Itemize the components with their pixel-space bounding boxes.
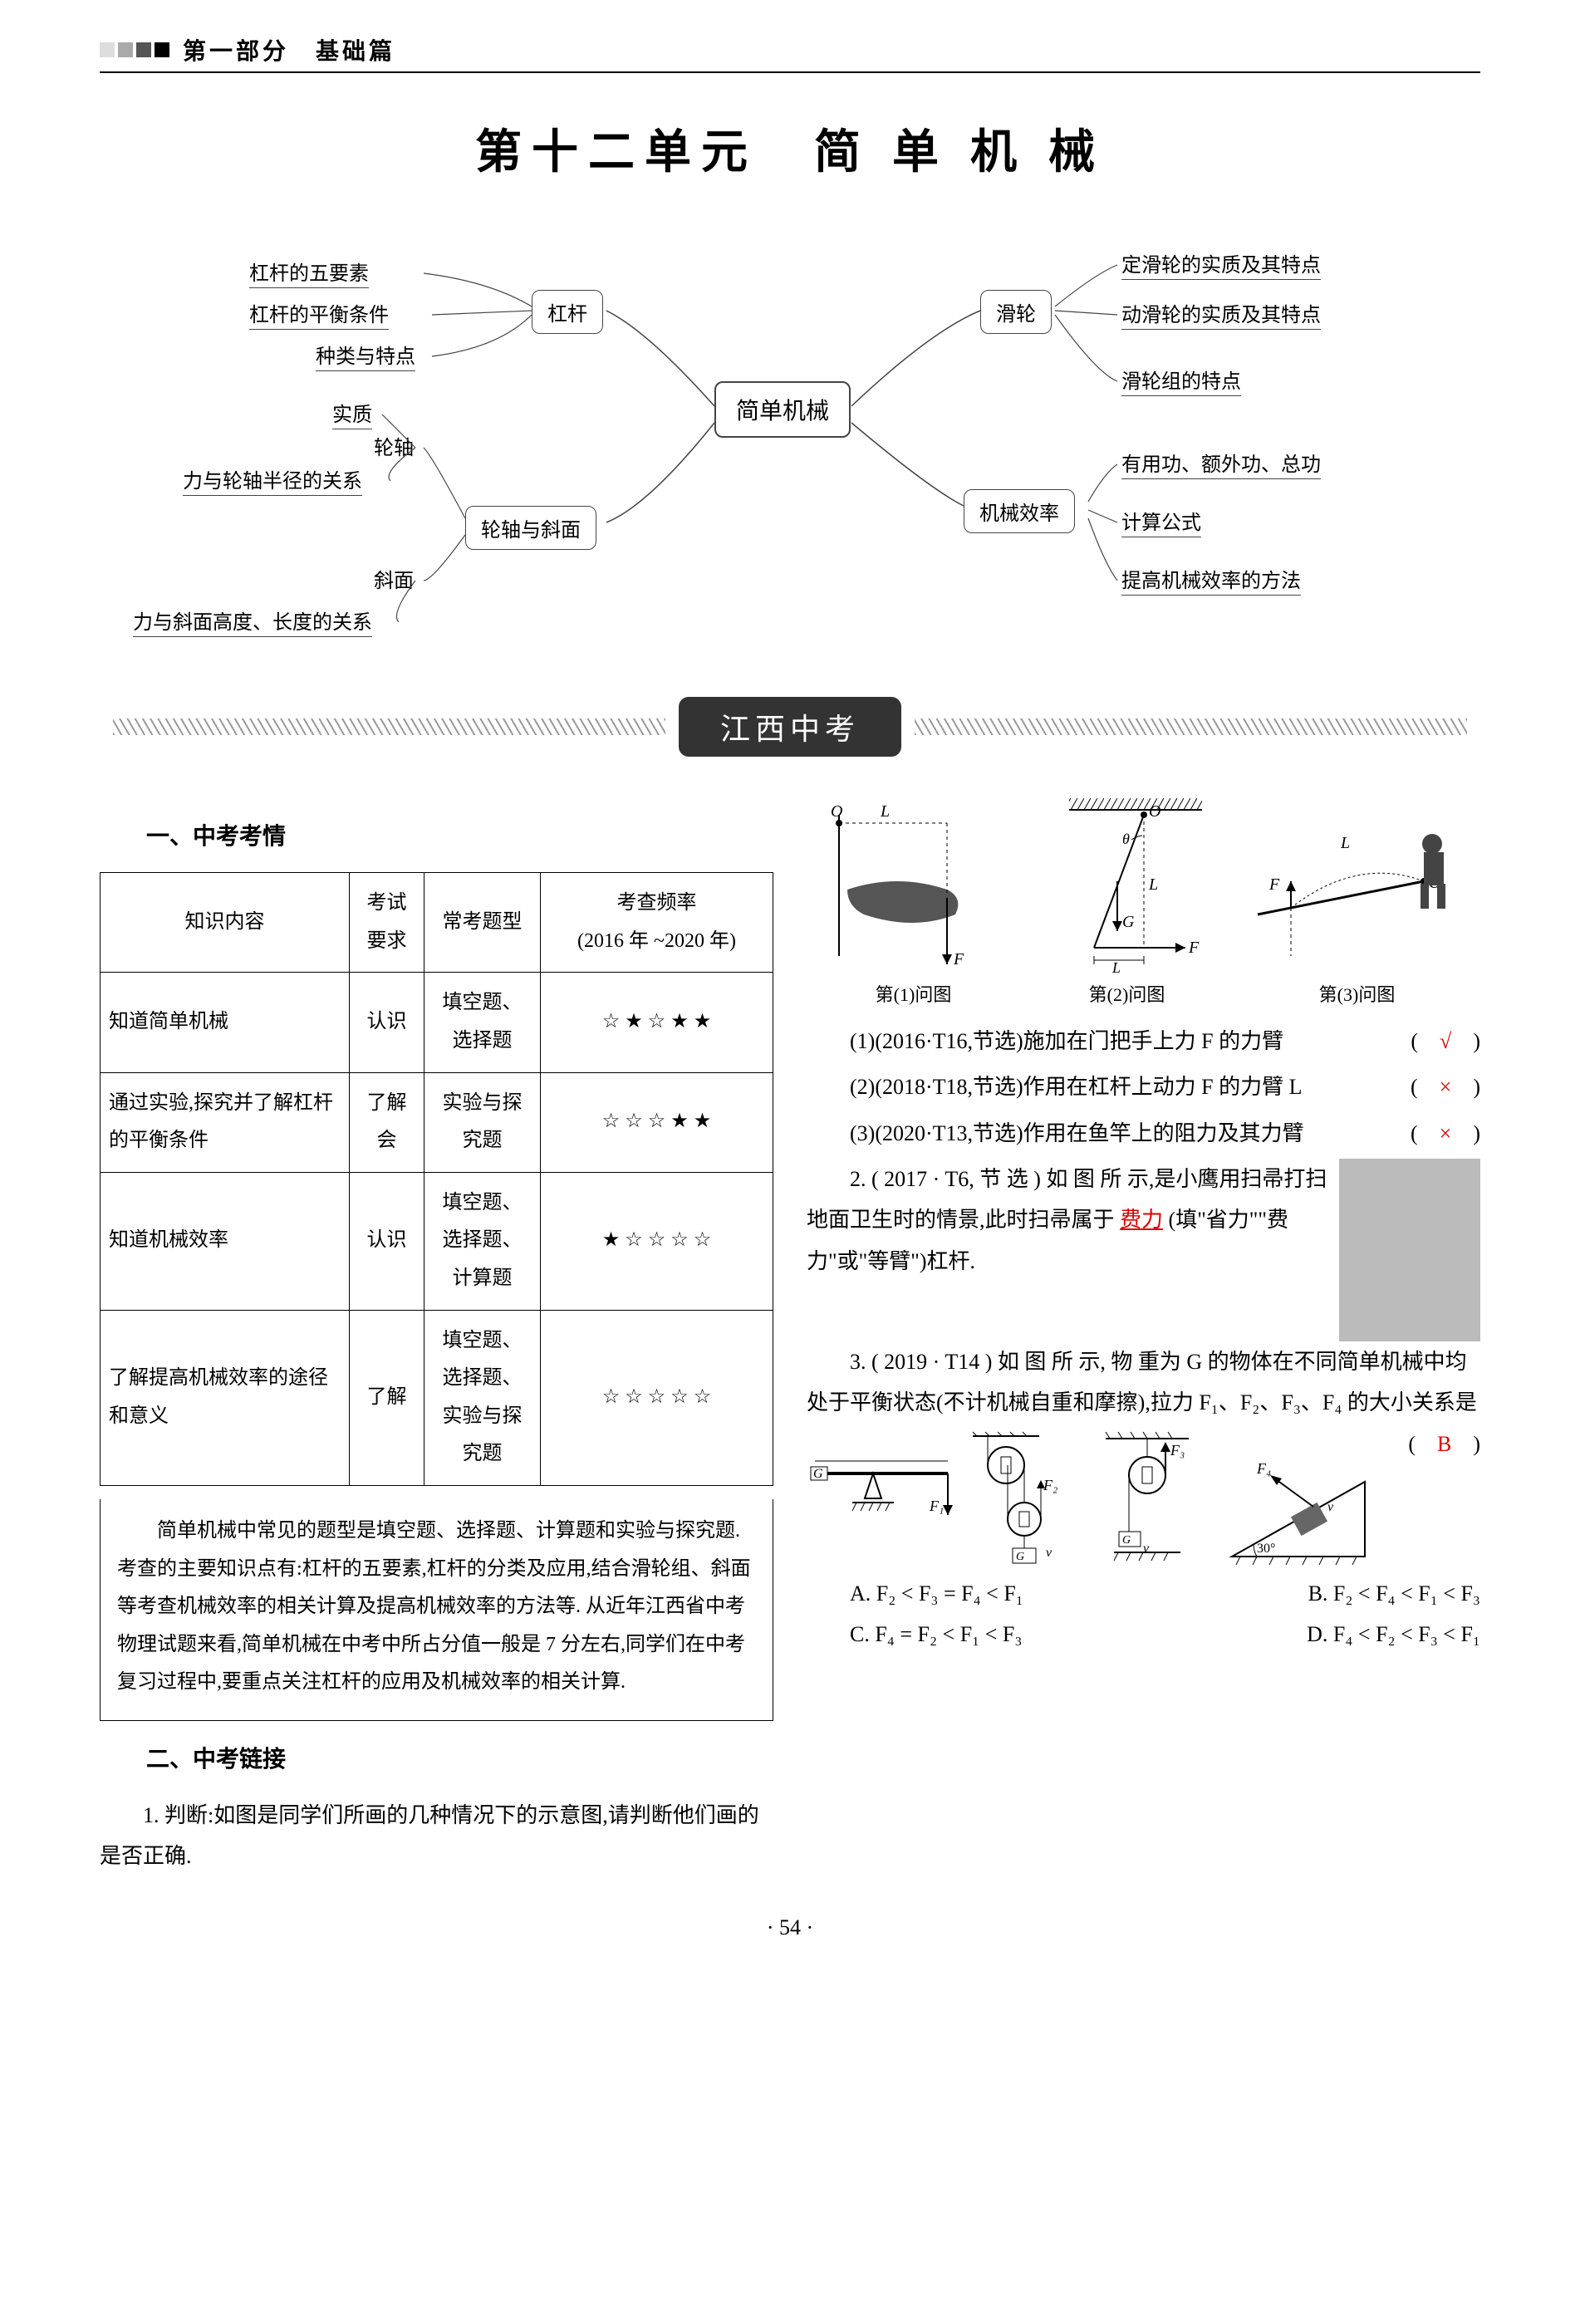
summary-box: 简单机械中常见的题型是填空题、选择题、计算题和实验与探究题. 考查的主要知识点有… — [100, 1499, 773, 1721]
banner-row: 江西中考 — [100, 697, 1480, 757]
svg-text:F: F — [953, 950, 964, 968]
fig3: O F L — [1258, 798, 1457, 973]
q1-1-ans: √ — [1440, 1029, 1451, 1053]
summary-text: 简单机械中常见的题型是填空题、选择题、计算题和实验与探究题. 考查的主要知识点有… — [117, 1513, 756, 1702]
svg-text:F₃: F₃ — [1170, 1442, 1185, 1459]
svg-text:F₂: F₂ — [1043, 1477, 1057, 1493]
q1-1: (1)(2016·T16,节选)施加在门把手上力 F 的力臂 ( √ ) — [807, 1021, 1480, 1061]
svg-text:v: v — [1046, 1546, 1053, 1560]
choices-row1: A. F₂ < F₃ = F₄ < F₁ B. F₂ < F₄ < F₁ < F… — [807, 1573, 1480, 1614]
unit-title: 第十二单元 简 单 机 械 — [100, 115, 1480, 182]
q3-fig2: G F₂ v — [956, 1432, 1089, 1565]
svg-text:L: L — [1340, 834, 1350, 852]
banner: 江西中考 — [679, 697, 901, 757]
fig1: O L F — [831, 798, 997, 973]
choices-row2: C. F₄ = F₂ < F₁ < F₃ D. F₄ < F₂ < F₃ < F… — [807, 1614, 1480, 1655]
svg-text:L: L — [880, 802, 890, 821]
sec2-title: 二、中考链接 — [100, 1738, 773, 1782]
hatch-left — [113, 718, 665, 735]
q2-photo — [1339, 1159, 1480, 1341]
td: 填空题、选择题、实验与探究题 — [424, 1310, 541, 1485]
svg-text:F: F — [1268, 875, 1280, 894]
svg-text:O: O — [831, 802, 842, 821]
th: 常考题型 — [424, 873, 541, 973]
choice-c: C. F₄ = F₂ < F₁ < F₃ — [807, 1614, 1022, 1655]
fig3-cap: 第(3)问图 — [1258, 978, 1457, 1012]
svg-text:G: G — [813, 1467, 823, 1481]
q1-3: (3)(2020·T13,节选)作用在鱼竿上的阻力及其力臂 ( × ) — [807, 1113, 1480, 1154]
q3-figures: G F₁ — [807, 1432, 1365, 1565]
th: 知识内容 — [101, 873, 350, 973]
td: 知道机械效率 — [101, 1172, 350, 1310]
q1-intro: 1. 判断:如图是同学们所画的几种情况下的示意图,请判断他们画的是否正确. — [100, 1795, 773, 1877]
part-label: 第一部分 基础篇 — [183, 33, 395, 66]
q1-3-ans: × — [1440, 1121, 1452, 1145]
q3-fig3: G F₃ v — [1089, 1432, 1215, 1565]
svg-text:v: v — [1327, 1500, 1334, 1514]
svg-text:30°: 30° — [1257, 1542, 1275, 1556]
td: 了解会 — [350, 1072, 424, 1172]
td: 知道简单机械 — [101, 973, 350, 1072]
hatch-right — [915, 718, 1467, 735]
td: 认识 — [350, 973, 424, 1072]
td: 填空题、选择题 — [424, 973, 541, 1072]
mm-connectors — [100, 232, 1480, 664]
q1-figures: O L F 第(1)问图 — [807, 798, 1480, 1012]
right-column: O L F 第(1)问图 — [807, 798, 1480, 1882]
q3-text: 3. ( 2019 · T14 ) 如 图 所 示, 物 重为 G 的物体在不同… — [807, 1350, 1477, 1415]
svg-text:v: v — [1143, 1542, 1150, 1556]
choice-d: D. F₄ < F₂ < F₃ < F₁ — [1264, 1614, 1480, 1655]
svg-text:F: F — [1188, 939, 1200, 957]
page-number: · 54 · — [100, 1915, 1480, 1940]
choice-a: A. F₂ < F₃ = F₄ < F₁ — [807, 1573, 1023, 1614]
svg-text:G: G — [1122, 913, 1135, 931]
mindmap: 简单机械 杠杆 杠杆的五要素 杠杆的平衡条件 种类与特点 轮轴与斜面 轮轴 实质… — [100, 232, 1480, 664]
svg-text:L: L — [1111, 959, 1121, 976]
td: ☆ ★ ☆ ★ ★ — [541, 973, 773, 1072]
q1-1-text: (1)(2016·T16,节选)施加在门把手上力 F 的力臂 — [850, 1029, 1283, 1053]
fig2: O G F L θ — [1044, 798, 1210, 973]
q3-fig4: F₄ v 30° — [1215, 1432, 1365, 1565]
svg-text:O: O — [1149, 802, 1160, 821]
td: 实验与探究题 — [424, 1072, 541, 1172]
choice-b: B. F₂ < F₄ < F₁ < F₃ — [1265, 1573, 1480, 1614]
svg-text:θ: θ — [1122, 831, 1130, 847]
fig2-cap: 第(2)问图 — [1044, 978, 1210, 1012]
svg-text:F₄: F₄ — [1256, 1460, 1271, 1477]
q1-3-text: (3)(2020·T13,节选)作用在鱼竿上的阻力及其力臂 — [850, 1121, 1304, 1145]
q3: 3. ( 2019 · T14 ) 如 图 所 示, 物 重为 G 的物体在不同… — [807, 1341, 1480, 1424]
th: 考查频率 (2016 年 ~2020 年) — [541, 873, 773, 973]
q1-2: (2)(2018·T18,节选)作用在杠杆上动力 F 的力臂 L ( × ) — [807, 1066, 1480, 1107]
th: 考试要求 — [350, 873, 424, 973]
td: 了解提高机械效率的途径和意义 — [101, 1310, 350, 1485]
td: ★ ☆ ☆ ☆ ☆ — [541, 1172, 773, 1310]
left-column: 一、中考考情 知识内容 考试要求 常考题型 考查频率 (2016 年 ~2020… — [100, 798, 773, 1882]
td: ☆ ☆ ☆ ☆ ☆ — [541, 1310, 773, 1485]
td: ☆ ☆ ☆ ★ ★ — [541, 1072, 773, 1172]
sec1-title: 一、中考考情 — [100, 815, 773, 859]
svg-text:G: G — [1016, 1551, 1024, 1563]
header-decor — [100, 42, 169, 57]
q2: 2. ( 2017 · T6, 节 选 ) 如 图 所 示,是小鹰用扫帚打扫地面… — [807, 1159, 1480, 1282]
fig1-cap: 第(1)问图 — [831, 978, 997, 1012]
svg-text:G: G — [1122, 1534, 1131, 1547]
exam-table: 知识内容 考试要求 常考题型 考查频率 (2016 年 ~2020 年) 知道简… — [100, 872, 773, 1486]
q3-ans: B — [1437, 1432, 1451, 1456]
svg-text:L: L — [1148, 875, 1158, 894]
td: 通过实验,探究并了解杠杆的平衡条件 — [101, 1072, 350, 1172]
q1-2-text: (2)(2018·T18,节选)作用在杠杆上动力 F 的力臂 L — [850, 1075, 1303, 1099]
td: 填空题、选择题、计算题 — [424, 1172, 541, 1310]
q2-blank: 费力 — [1120, 1208, 1163, 1232]
td: 认识 — [350, 1172, 424, 1310]
q3-fig1: G F₁ — [807, 1432, 956, 1565]
page-header: 第一部分 基础篇 — [100, 33, 1480, 73]
svg-text:F₁: F₁ — [929, 1498, 944, 1514]
td: 了解 — [350, 1310, 424, 1485]
q1-2-ans: × — [1440, 1075, 1452, 1099]
